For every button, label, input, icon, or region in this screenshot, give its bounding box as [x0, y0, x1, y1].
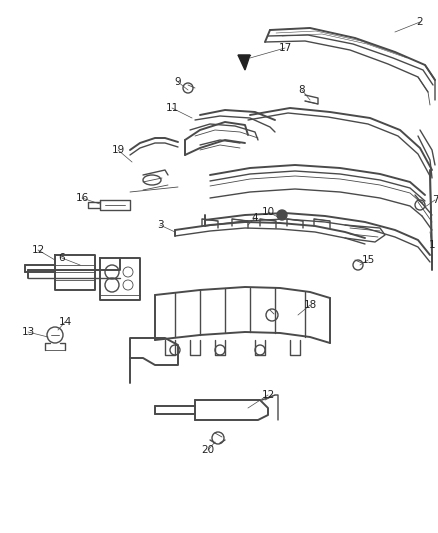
- Text: 18: 18: [304, 300, 317, 310]
- Text: 12: 12: [261, 390, 275, 400]
- Text: 2: 2: [417, 17, 423, 27]
- Text: 9: 9: [175, 77, 181, 87]
- Polygon shape: [238, 55, 250, 70]
- Text: 3: 3: [157, 220, 163, 230]
- Text: 12: 12: [32, 245, 45, 255]
- Text: 17: 17: [279, 43, 292, 53]
- Text: 10: 10: [261, 207, 275, 217]
- Text: 13: 13: [21, 327, 35, 337]
- Text: 14: 14: [58, 317, 72, 327]
- Text: 6: 6: [59, 253, 65, 263]
- Text: 7: 7: [432, 195, 438, 205]
- Text: 20: 20: [201, 445, 215, 455]
- Text: 15: 15: [361, 255, 374, 265]
- Text: 4: 4: [252, 213, 258, 223]
- Text: 16: 16: [75, 193, 88, 203]
- Text: 11: 11: [166, 103, 179, 113]
- Circle shape: [277, 210, 287, 220]
- Text: 1: 1: [429, 240, 435, 250]
- Text: 8: 8: [299, 85, 305, 95]
- Text: 19: 19: [111, 145, 125, 155]
